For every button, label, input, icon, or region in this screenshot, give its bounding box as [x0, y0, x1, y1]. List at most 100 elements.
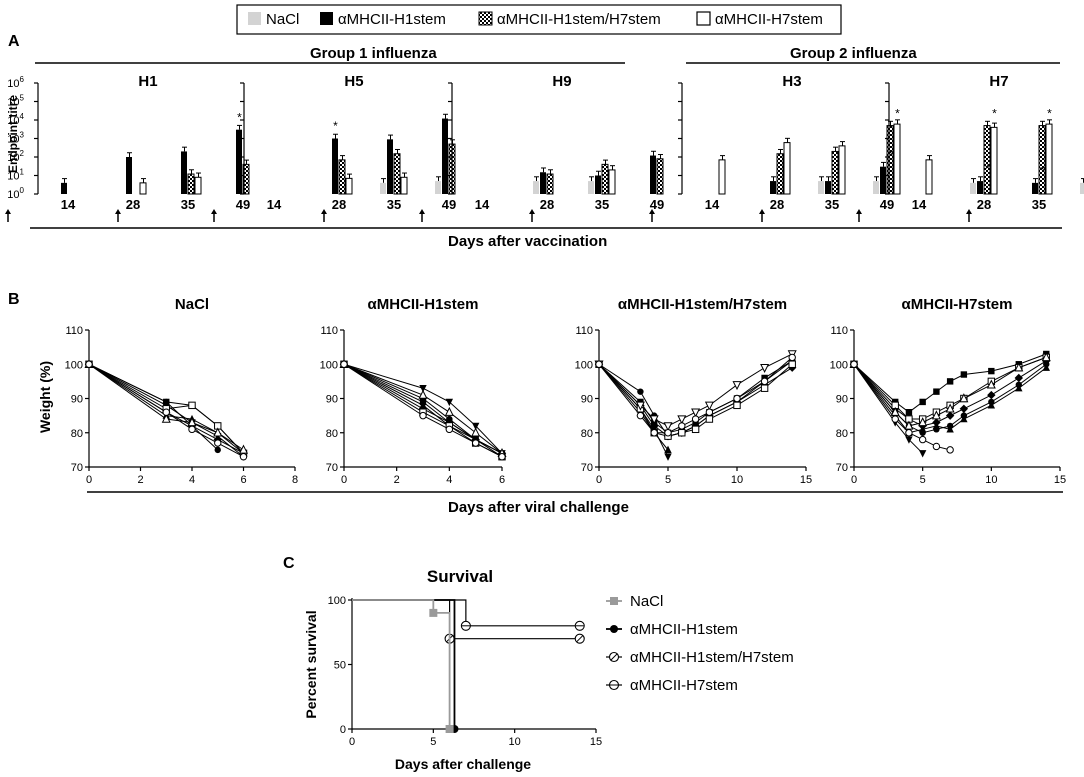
category-label: 28 [540, 197, 554, 212]
weight-point-m3 [960, 414, 968, 423]
x-tick-label: 8 [292, 474, 298, 486]
bar-h7stem-14 [925, 159, 933, 195]
bar-h7stem-28 [990, 126, 998, 195]
panel-a: A Group 1 influenza Group 2 influenza En… [5, 33, 1084, 250]
y-tick-label: 110 [575, 325, 593, 337]
x-tick-label: 15 [800, 474, 812, 486]
weight-point-m5 [987, 390, 996, 400]
weight-line-m4 [598, 363, 669, 457]
weight-point-m7 [1014, 362, 1024, 372]
weight-point-m2 [988, 367, 995, 375]
weight-point-m7 [238, 444, 249, 454]
bar-chart-h1: H1 14 28 35 49 * [5, 73, 250, 222]
weight-point-m8 [471, 439, 480, 447]
x-tick-label: 4 [189, 474, 195, 486]
significance-star: * [888, 147, 893, 161]
weight-point-m2 [960, 371, 968, 378]
bar-h1stem-28 [977, 181, 983, 194]
bar-h1stem-14 [61, 182, 67, 194]
panel-c: C Survival Percent survival Days after cha… [283, 555, 794, 772]
weight-chart-title: αMHCII-H1stem/H7stem [618, 296, 787, 313]
category-label: 49 [236, 197, 250, 212]
survival-marker-nacl [429, 608, 438, 617]
bar-nacl-49 [873, 181, 879, 194]
legend-label-h1h7stem: αMHCII-H1stem/H7stem [497, 11, 661, 28]
bar-h7stem-35 [194, 176, 202, 195]
weight-point-m6 [705, 415, 714, 423]
x-tick-label: 6 [499, 474, 505, 486]
survival-panel: Survival Percent survival Days after chall… [303, 567, 794, 772]
y-tick-label: 90 [836, 394, 848, 406]
significance-star: * [333, 119, 338, 133]
bar-h7stem-28 [783, 142, 791, 195]
significance-star: * [237, 110, 242, 124]
bar-h1h7stem-28 [546, 173, 554, 195]
bar-h7stem-28 [345, 177, 353, 195]
weight-point-m7 [213, 427, 223, 437]
weight-point-m3 [1015, 384, 1023, 392]
weight-point-m4 [918, 450, 927, 458]
y-tick-label: 80 [71, 428, 83, 440]
weight-line-m2 [853, 353, 1047, 413]
survival-line-nacl [352, 599, 451, 729]
bar-h1h7stem-35 [393, 153, 401, 195]
bar-chart-h7: H7 14 28 * * 35 * * 49 * * [856, 73, 1084, 222]
weight-point-m4 [471, 422, 480, 431]
bar-h7stem-35 [838, 145, 846, 195]
weight-point-m4 [419, 385, 427, 393]
survival-line-h1stem [352, 599, 456, 729]
group2-label: Group 2 influenza [790, 45, 917, 62]
category-label: 14 [912, 197, 927, 212]
category-label: 28 [770, 197, 784, 212]
vaccination-arrow-head [529, 209, 535, 214]
survival-legend-label-nacl: NaCl [630, 593, 663, 610]
weight-point-m7 [444, 406, 454, 416]
survival-xlabel: Days after challenge [395, 756, 531, 772]
category-label: 49 [650, 197, 664, 212]
weight-chart--mhcii-h7stem: αMHCII-H7stem 70 80 90 100 110 0 5 10 15 [830, 296, 1066, 486]
group1-label: Group 1 influenza [310, 45, 437, 62]
x-tick-label: 2 [394, 474, 400, 486]
x-tick-label: 5 [665, 474, 671, 486]
panel-b-xlabel: Days after viral challenge [448, 499, 629, 516]
significance-star: * [895, 106, 900, 120]
weight-point-m7 [986, 379, 996, 389]
survival-x-tick-label: 15 [590, 736, 602, 748]
survival-x-tick-label: 5 [430, 736, 436, 748]
vaccination-arrow-head [759, 209, 765, 214]
x-tick-label: 4 [446, 474, 452, 486]
weight-point-m3 [987, 401, 996, 409]
weight-point-m8 [918, 435, 927, 444]
survival-legend-label-h1stem: αMHCII-H1stem [630, 621, 738, 638]
survival-legend-label-h7stem: αMHCII-H7stem [630, 677, 738, 694]
bar-h1stem-35 [1032, 182, 1038, 194]
significance-star: * [985, 162, 990, 176]
bar-h1stem-49 [236, 129, 242, 194]
y-tick-label: 70 [326, 462, 338, 474]
weight-point-m1 [637, 388, 644, 395]
y-tick-label: 70 [581, 462, 593, 474]
panel-a-ylabel: Endpoint titre [6, 95, 20, 173]
weight-point-m4 [905, 436, 913, 444]
weight-point-m7 [732, 381, 742, 391]
weight-point-m7 [663, 422, 673, 432]
category-label: 35 [595, 197, 609, 212]
ytick-label-a: 101 [7, 168, 24, 183]
weight-point-m7 [418, 389, 428, 399]
weight-point-m8 [691, 415, 700, 423]
weight-point-m7 [959, 393, 969, 403]
panel-a-ytick-labels: 100 101 102 103 104 105 106 [7, 75, 24, 201]
weight-point-m7 [677, 415, 687, 425]
bar-chart-title: H3 [782, 73, 801, 90]
significance-star: * [992, 106, 997, 120]
weight-point-m3 [946, 425, 954, 433]
y-tick-label: 100 [320, 359, 338, 371]
significance-star: * [1047, 106, 1052, 120]
panel-a-letter: A [8, 33, 20, 50]
significance-star: * [1040, 164, 1045, 178]
bar-h1stem-35 [181, 151, 187, 194]
weight-point-m8 [419, 411, 427, 420]
weight-line-m6 [853, 356, 1047, 420]
weight-point-m8 [760, 377, 769, 386]
